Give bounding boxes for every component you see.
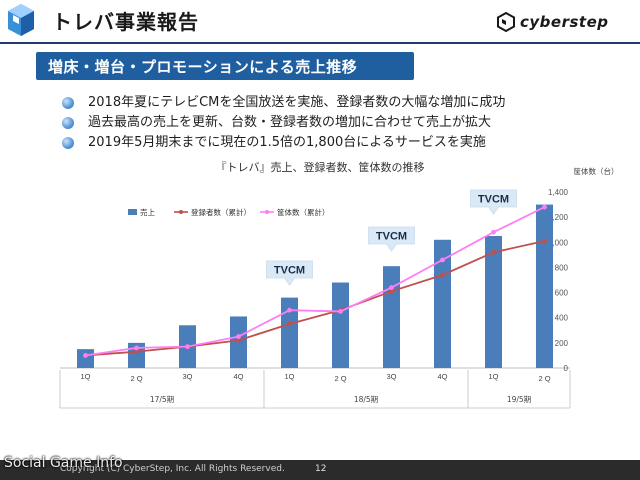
tvcm-callout-box	[266, 260, 313, 286]
y-tick-label: 400	[555, 314, 569, 323]
y-axis-title: 筐体数（台）	[574, 166, 619, 176]
point-cabinets	[236, 334, 241, 339]
point-cabinets	[491, 229, 496, 235]
x-tick-label: 1Q	[284, 372, 294, 381]
point-registrants	[134, 349, 139, 355]
brand-name: cyberstep	[520, 13, 609, 31]
bullet-text: 過去最高の売上を更新、台数・登録者数の増加に合わせて売上が拡大	[88, 115, 492, 130]
bullet-list: 2018年夏にテレビCMを全国放送を実施、登録者数の大幅な増加に成功 過去最高の…	[62, 93, 505, 153]
tvcm-callout-label: TVCM	[274, 265, 305, 277]
point-registrants	[491, 249, 496, 255]
bullet-text: 2018年夏にテレビCMを全国放送を実施、登録者数の大幅な増加に成功	[88, 95, 506, 110]
legend-marker-cabinets	[265, 210, 269, 214]
tvcm-callout-label: TVCM	[478, 194, 509, 206]
bullet-item: 2018年夏にテレビCMを全国放送を実施、登録者数の大幅な増加に成功	[62, 93, 505, 113]
point-cabinets	[389, 285, 394, 290]
bullet-item: 過去最高の売上を更新、台数・登録者数の増加に合わせて売上が拡大	[62, 113, 505, 133]
legend-swatch-sales	[128, 209, 137, 215]
bullet-dot-icon	[62, 137, 74, 149]
x-tick-label: 2 Q	[130, 374, 142, 383]
bar-sales	[332, 282, 349, 368]
point-cabinets	[83, 353, 88, 358]
tvcm-callout-label: TVCM	[376, 231, 407, 243]
line-cabinets	[85, 206, 545, 357]
point-registrants	[440, 272, 445, 278]
y-tick-label: 600	[555, 289, 569, 298]
page-title: トレバ事業報告	[52, 10, 199, 34]
legend-label-registrants: 登録者数（累計）	[191, 207, 251, 217]
bar-sales	[281, 297, 298, 368]
bar-sales	[536, 204, 553, 368]
bar-sales	[434, 239, 451, 368]
bar-sales	[485, 236, 502, 368]
copyright-text: Copyright (C) CyberStep, Inc. All Rights…	[60, 464, 285, 474]
point-cabinets	[440, 257, 445, 263]
slide-header: トレバ事業報告 cyberstep	[0, 0, 640, 44]
slide-footer: Copyright (C) CyberStep, Inc. All Rights…	[0, 460, 640, 480]
period-label: 17/5期	[150, 395, 174, 404]
bullet-item: 2019年5月期末までに現在の1.5倍の1,800台によるサービスを実施	[62, 133, 505, 153]
section-heading-bar: 増床・増台・プロモーションによる売上推移	[36, 52, 414, 80]
cyberstep-cube-icon	[8, 4, 34, 36]
bullet-dot-icon	[62, 97, 74, 109]
line-registrants	[85, 240, 545, 357]
bar-sales	[383, 266, 400, 368]
chart-title: 『トレバ』売上、登録者数、筐体数の推移	[215, 161, 425, 174]
x-tick-label: 4Q	[437, 372, 447, 381]
point-registrants	[287, 321, 292, 327]
x-tick-label: 1Q	[488, 372, 498, 381]
x-tick-label: 4Q	[233, 372, 243, 381]
page-number: 12	[315, 464, 327, 474]
legend-marker-registrants	[179, 210, 183, 214]
legend-label-cabinets: 筐体数（累計）	[277, 207, 330, 217]
point-registrants	[389, 288, 394, 294]
bar-sales	[77, 349, 94, 368]
y-tick-label: 1,000	[548, 238, 569, 247]
point-cabinets	[542, 204, 547, 210]
header-divider	[0, 42, 640, 44]
x-tick-label: 1Q	[80, 372, 90, 381]
x-tick-label: 3Q	[182, 372, 192, 381]
tvcm-callout-box	[470, 189, 517, 215]
y-tick-label: 800	[555, 263, 569, 272]
sales-chart: 0 200 400 600 800 1,000 1,200 1,400 筐体数（台） 売上 登録者数…	[59, 166, 619, 409]
point-registrants	[542, 238, 547, 244]
x-tick-label: 3Q	[386, 372, 396, 381]
point-cabinets	[287, 307, 292, 313]
y-tick-label: 0	[564, 364, 569, 373]
x-tick-label: 2 Q	[334, 374, 346, 383]
legend-label-sales: 売上	[140, 207, 155, 217]
point-cabinets	[134, 345, 139, 351]
cyberstep-logo-icon	[497, 12, 515, 32]
point-registrants	[236, 337, 241, 343]
y-tick-label: 200	[555, 339, 569, 348]
bullet-dot-icon	[62, 117, 74, 129]
watermark-text: Social Game Info	[4, 455, 123, 471]
point-cabinets	[338, 309, 343, 314]
period-label: 18/5期	[354, 395, 378, 404]
x-tick-label: 2 Q	[538, 374, 550, 383]
brand-logo: cyberstep	[496, 10, 609, 34]
tvcm-callout-box	[368, 226, 415, 252]
y-tick-label: 1,200	[548, 213, 569, 222]
y-tick-label: 1,400	[548, 188, 569, 197]
bullet-text: 2019年5月期末までに現在の1.5倍の1,800台によるサービスを実施	[88, 135, 486, 150]
section-heading: 増床・増台・プロモーションによる売上推移	[48, 58, 358, 76]
period-label: 19/5期	[507, 395, 531, 404]
point-cabinets	[185, 344, 190, 350]
